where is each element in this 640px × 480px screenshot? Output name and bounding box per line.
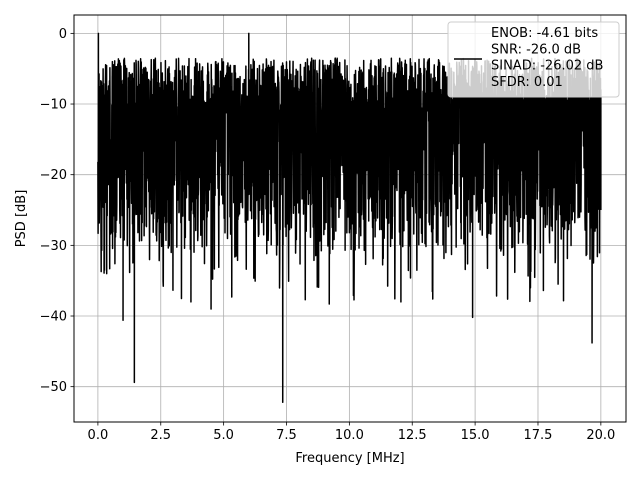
ticks: [70, 32, 602, 426]
x-tick-label: 12.5: [398, 428, 427, 443]
psd-series-line: [97, 32, 602, 403]
legend-entry-enob: ENOB: -4.61 bits: [491, 26, 598, 41]
x-tick-label: 10.0: [335, 428, 364, 443]
y-tick-label: −10: [40, 98, 67, 113]
y-tick-label: −20: [40, 168, 67, 183]
x-tick-label: 0.0: [88, 428, 109, 443]
legend: ENOB: -4.61 bits SNR: -26.0 dB SINAD: -2…: [447, 21, 620, 98]
legend-box: [447, 21, 620, 98]
x-tick-label: 17.5: [524, 428, 553, 443]
tick-labels: 0.0 2.5 5.0 7.5 10.0 12.5 15.0 17.5 20.0 0 −10 −20 −…: [40, 27, 616, 443]
axes-frame: [73, 14, 627, 423]
x-tick-label: 2.5: [150, 428, 171, 443]
series-group: [97, 32, 602, 403]
x-axis-label: Frequency [MHz]: [295, 451, 404, 466]
y-axis-label: PSD [dB]: [14, 190, 29, 248]
x-tick-label: 7.5: [276, 428, 297, 443]
legend-entry-sinad: SINAD: -26.02 dB: [491, 59, 603, 74]
x-tick-label: 20.0: [586, 428, 615, 443]
y-tick-label: −40: [40, 310, 67, 325]
y-tick-label: 0: [59, 27, 67, 42]
y-tick-label: −30: [40, 239, 67, 254]
legend-entry-sfdr: SFDR: 0.01: [491, 75, 563, 90]
x-tick-label: 5.0: [213, 428, 234, 443]
x-tick-label: 15.0: [461, 428, 490, 443]
y-tick-label: −50: [40, 380, 67, 395]
legend-entry-snr: SNR: -26.0 dB: [491, 42, 581, 57]
